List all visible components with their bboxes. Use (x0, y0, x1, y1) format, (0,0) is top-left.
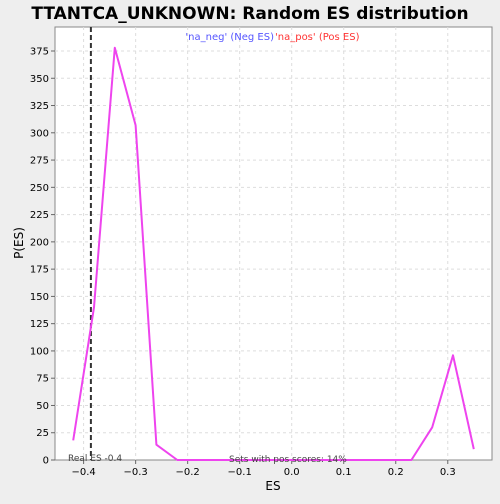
plot-area (54, 26, 493, 461)
y-tick-label: 350 (30, 74, 49, 85)
x-tick-label: −0.1 (228, 467, 252, 478)
x-tick-label: −0.3 (123, 467, 147, 478)
y-tick-label: 275 (30, 156, 49, 167)
x-axis-label: ES (265, 479, 280, 493)
y-tick-label: 25 (36, 428, 49, 439)
y-tick-label: 150 (30, 292, 49, 303)
x-tick-label: 0.1 (336, 467, 352, 478)
y-tick-label: 100 (30, 346, 49, 357)
series-lines (72, 46, 475, 461)
es-distribution-line (72, 46, 475, 461)
y-tick-label: 200 (30, 237, 49, 248)
y-tick-label: 375 (30, 46, 49, 57)
y-tick-label: 300 (30, 128, 49, 139)
x-tick-label: −0.4 (71, 467, 95, 478)
y-tick-label: 250 (30, 183, 49, 194)
legend-neg-label: 'na_neg' (Neg ES) (185, 32, 274, 43)
y-tick-label: 325 (30, 101, 49, 112)
grid-lines (55, 27, 492, 460)
chart-title: TTANTCA_UNKNOWN: Random ES distribution (31, 4, 468, 24)
y-tick-label: 175 (30, 265, 49, 276)
y-axis-label: P(ES) (12, 227, 26, 259)
y-tick-label: 125 (30, 319, 49, 330)
legend-pos-label: 'na_pos' (Pos ES) (275, 32, 360, 43)
x-tick-label: 0.3 (440, 467, 456, 478)
y-tick-label: 75 (36, 374, 49, 385)
x-tick-label: 0.2 (388, 467, 404, 478)
real-es-label: Real ES -0.4 (68, 454, 122, 464)
axes: 0 25 50 75 100 125 150 175 200 225 250 275 300 325 350… (30, 46, 456, 478)
y-tick-label: 50 (36, 401, 49, 412)
pos-scores-annotation: Sets with pos scores: 14% (229, 455, 347, 465)
y-tick-label: 225 (30, 210, 49, 221)
y-tick-label: 0 (43, 456, 49, 467)
x-tick-label: 0.0 (284, 467, 300, 478)
x-tick-label: −0.2 (176, 467, 200, 478)
